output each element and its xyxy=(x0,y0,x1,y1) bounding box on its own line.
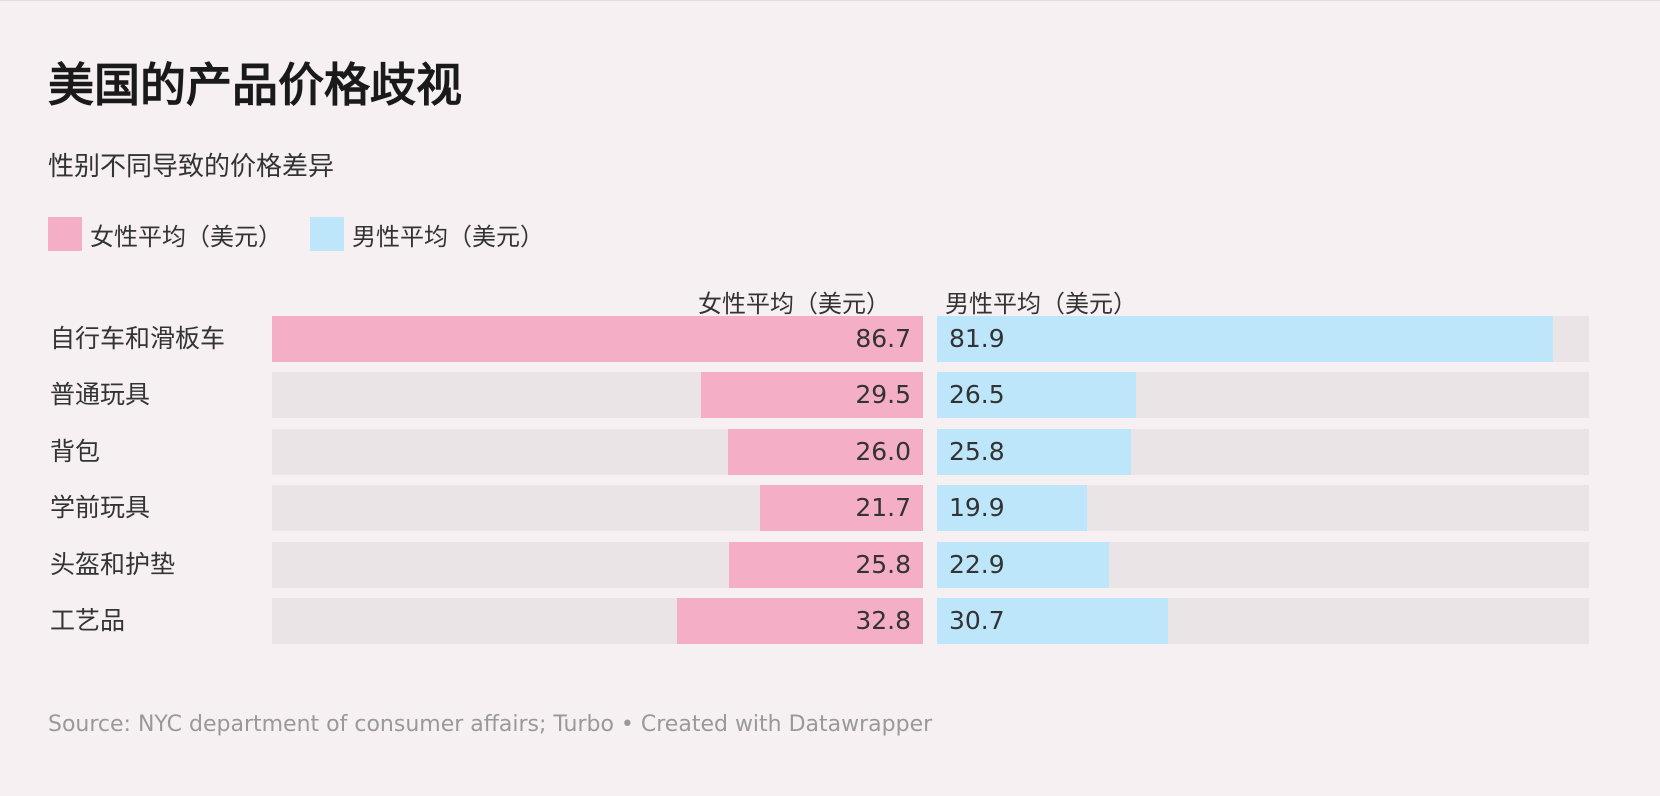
chart-row-toys: 普通玩具 29.5 26.5 xyxy=(0,372,1660,418)
chart-row-helmets-pads: 头盔和护垫 25.8 22.9 xyxy=(0,542,1660,588)
bar-track-male: 22.9 xyxy=(937,542,1589,588)
data-label-female: 25.8 xyxy=(855,550,911,579)
legend-item-female: 女性平均（美元） xyxy=(48,217,282,252)
bar-male xyxy=(937,598,1168,644)
bar-track-male: 26.5 xyxy=(937,372,1589,418)
bar-track-male: 30.7 xyxy=(937,598,1589,644)
chart-row-backpacks: 背包 26.0 25.8 xyxy=(0,429,1660,475)
data-label-female: 86.7 xyxy=(855,324,911,353)
bar-female xyxy=(760,485,923,531)
bar-track-female: 32.8 xyxy=(272,598,923,644)
bar-female xyxy=(701,372,923,418)
data-label-male: 22.9 xyxy=(949,550,1005,579)
bar-track-female: 86.7 xyxy=(272,316,923,362)
legend-swatch-female xyxy=(48,217,82,251)
chart-title: 美国的产品价格歧视 xyxy=(48,58,462,112)
legend-item-male: 男性平均（美元） xyxy=(310,217,544,252)
data-label-male: 30.7 xyxy=(949,606,1005,635)
data-label-female: 21.7 xyxy=(855,493,911,522)
chart-row-bikes-scooters: 自行车和滑板车 86.7 81.9 xyxy=(0,316,1660,362)
data-label-female: 26.0 xyxy=(855,437,911,466)
bar-female xyxy=(728,429,923,475)
category-label: 普通玩具 xyxy=(50,380,151,409)
category-label: 自行车和滑板车 xyxy=(50,324,226,353)
chart-row-preschool-toys: 学前玩具 21.7 19.9 xyxy=(0,485,1660,531)
data-label-male: 81.9 xyxy=(949,324,1005,353)
bar-track-male: 19.9 xyxy=(937,485,1589,531)
bar-female xyxy=(729,542,923,588)
data-label-female: 29.5 xyxy=(855,380,911,409)
data-label-male: 25.8 xyxy=(949,437,1005,466)
chart-subtitle: 性别不同导致的价格差异 xyxy=(48,152,335,182)
bar-male xyxy=(937,372,1136,418)
column-header-female: 女性平均（美元） xyxy=(698,290,890,318)
bar-track-male: 25.8 xyxy=(937,429,1589,475)
bar-male xyxy=(937,485,1087,531)
legend: 女性平均（美元） 男性平均（美元） xyxy=(48,216,572,252)
source-note: Source: NYC department of consumer affai… xyxy=(48,712,933,737)
top-divider xyxy=(0,0,1660,1)
bar-track-female: 26.0 xyxy=(272,429,923,475)
bar-track-male: 81.9 xyxy=(937,316,1589,362)
bar-female xyxy=(677,598,923,644)
category-label: 背包 xyxy=(50,437,101,466)
bar-male xyxy=(937,429,1131,475)
data-label-female: 32.8 xyxy=(855,606,911,635)
legend-label-female: 女性平均（美元） xyxy=(90,222,282,251)
category-label: 工艺品 xyxy=(50,606,126,635)
category-label: 学前玩具 xyxy=(50,493,151,522)
bar-track-female: 25.8 xyxy=(272,542,923,588)
bar-male xyxy=(937,316,1553,362)
chart-row-crafts: 工艺品 32.8 30.7 xyxy=(0,598,1660,644)
bar-track-female: 29.5 xyxy=(272,372,923,418)
bar-track-female: 21.7 xyxy=(272,485,923,531)
data-label-male: 26.5 xyxy=(949,380,1005,409)
bar-female xyxy=(272,316,923,362)
column-header-male: 男性平均（美元） xyxy=(945,290,1137,318)
bar-male xyxy=(937,542,1109,588)
legend-label-male: 男性平均（美元） xyxy=(352,222,544,251)
category-label: 头盔和护垫 xyxy=(50,550,176,579)
legend-swatch-male xyxy=(310,217,344,251)
data-label-male: 19.9 xyxy=(949,493,1005,522)
